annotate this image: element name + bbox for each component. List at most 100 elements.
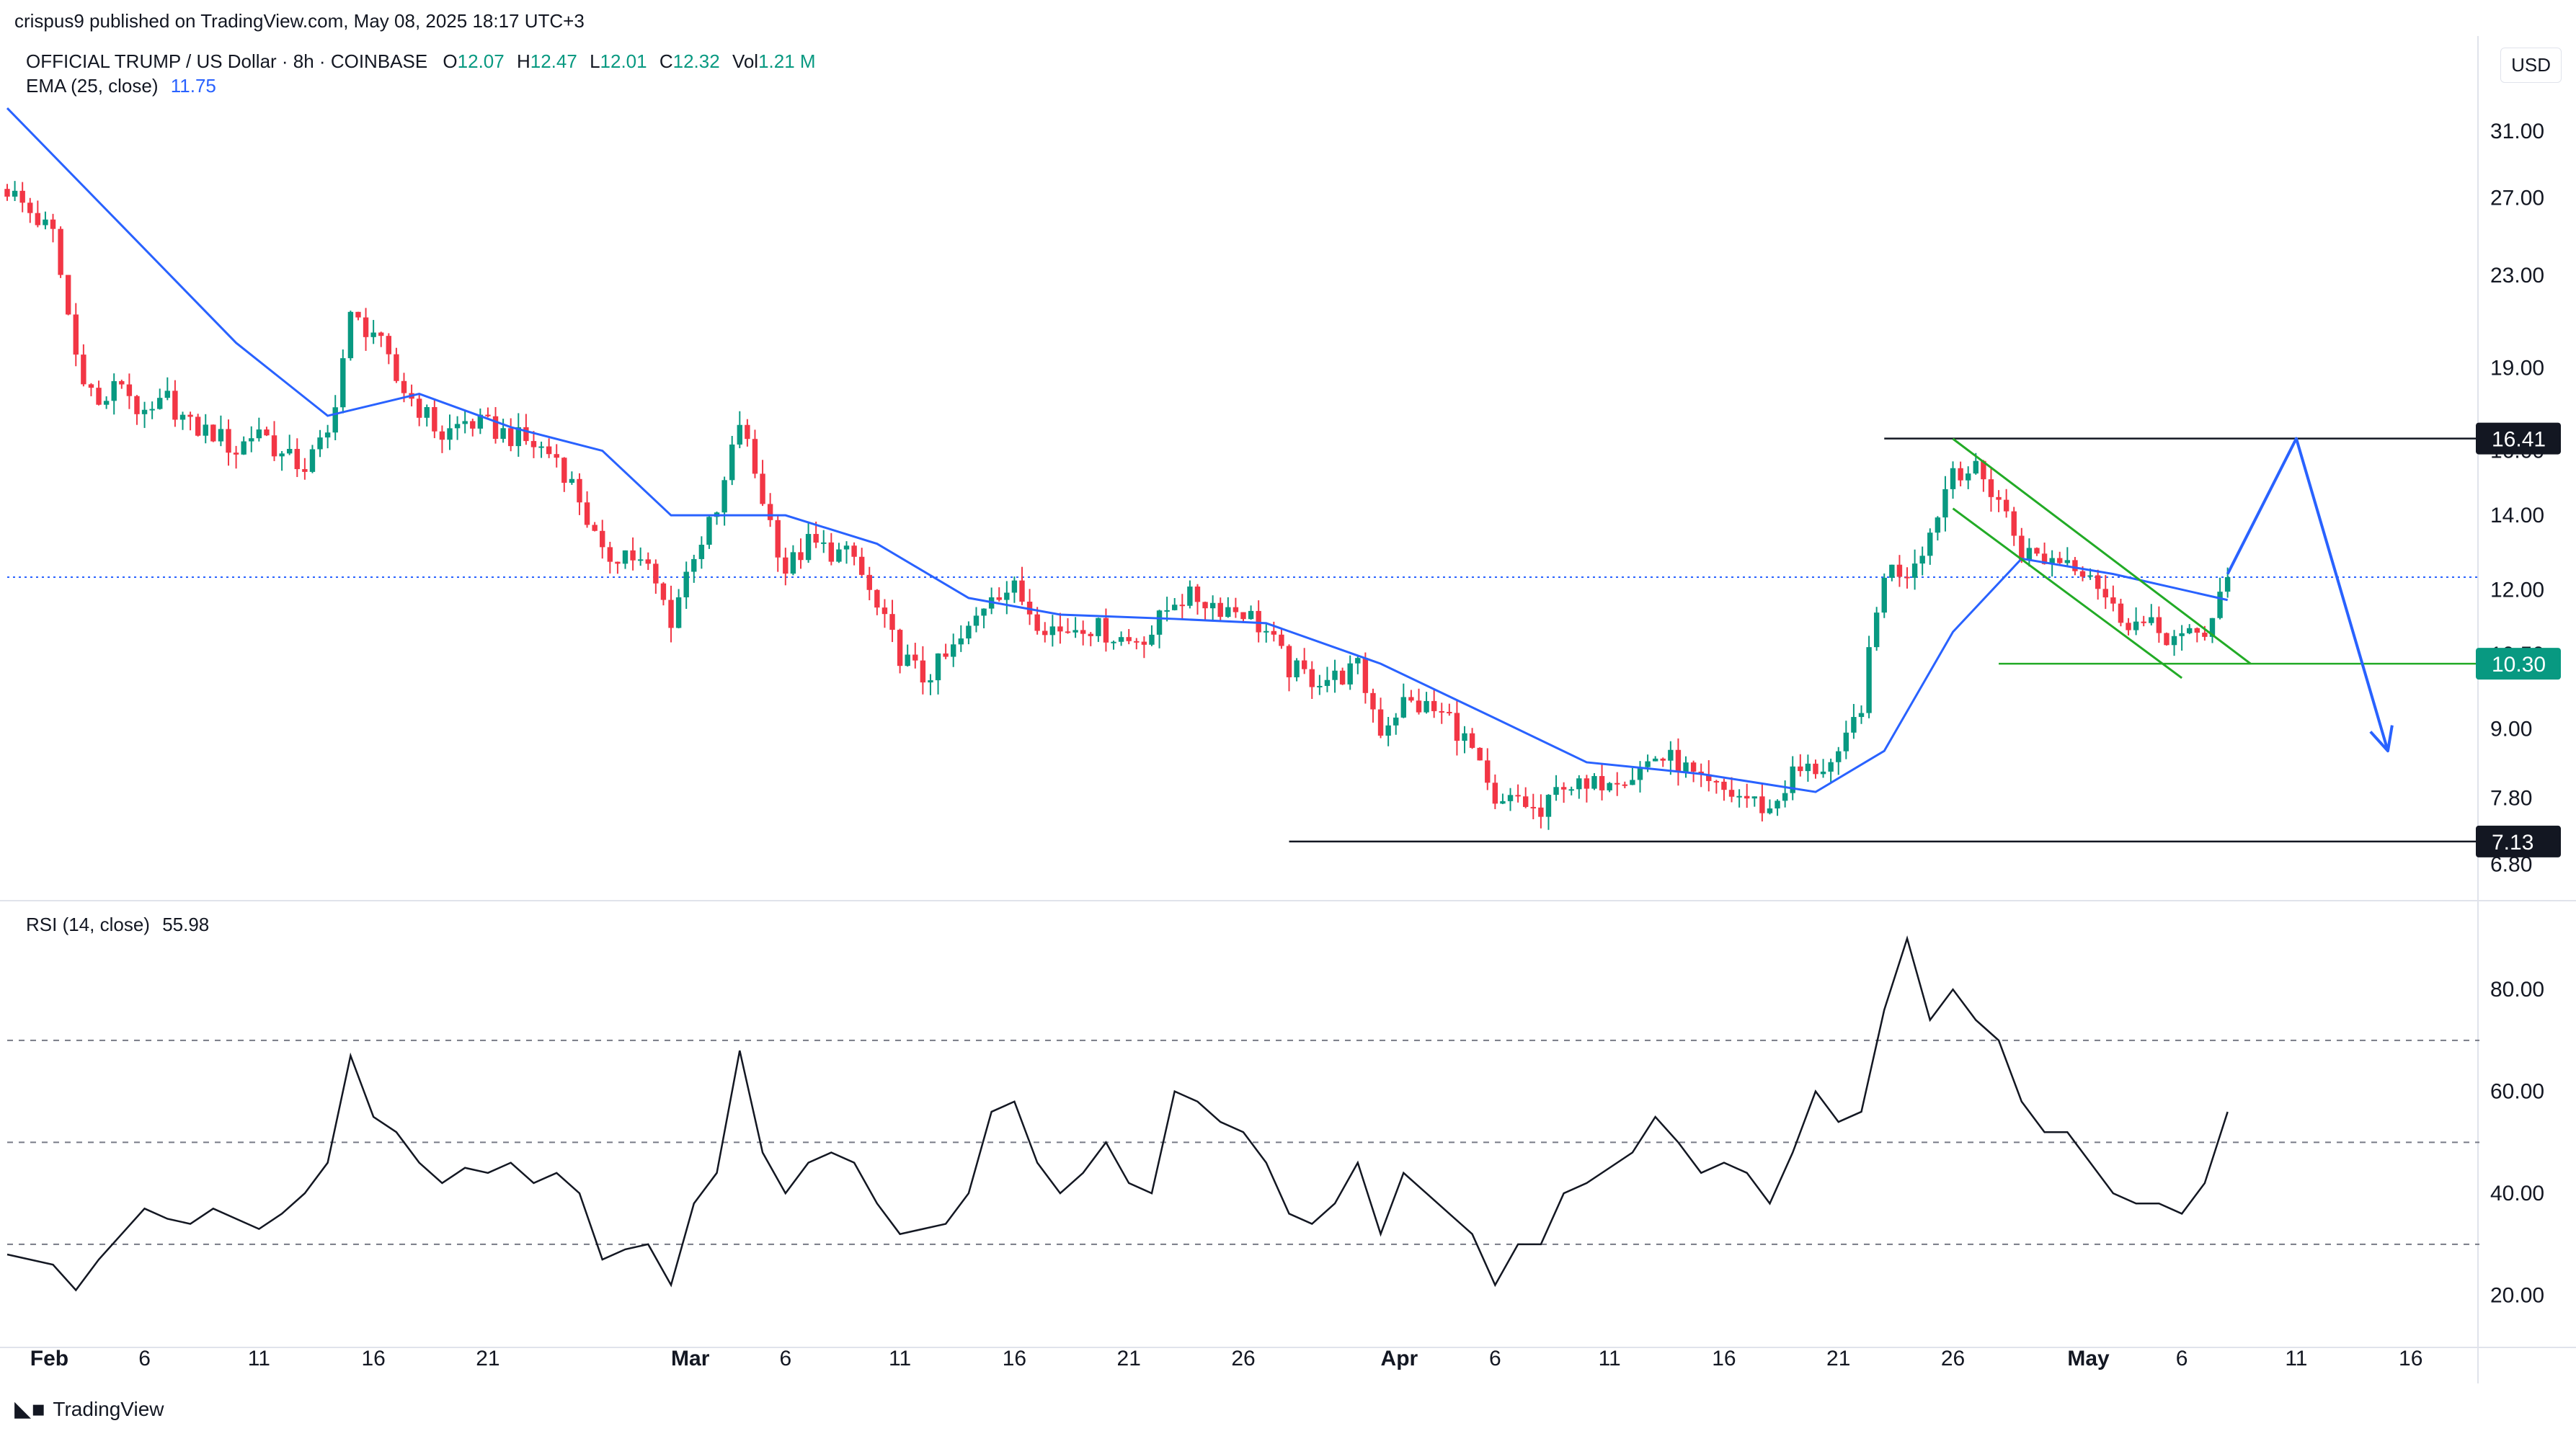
price-axis[interactable]: 31.0027.0023.0019.0016.0014.0012.0010.50…	[2476, 120, 2561, 877]
rsi-legend[interactable]: RSI (14, close) 55.98	[26, 914, 209, 936]
candle	[775, 514, 781, 572]
candle-body	[1431, 700, 1437, 711]
candle-body	[203, 424, 208, 436]
time-tick-label: 16	[1712, 1347, 1736, 1370]
candle-body	[1339, 670, 1346, 685]
candle-body	[1393, 717, 1399, 726]
candle-body	[386, 336, 392, 355]
candle	[622, 550, 629, 569]
close-label: C	[659, 50, 673, 72]
candle	[19, 182, 25, 213]
time-tick-label: 6	[2176, 1347, 2188, 1370]
candle-body	[1301, 660, 1307, 669]
candle	[2011, 507, 2017, 546]
candle	[1568, 786, 1574, 795]
candle	[1858, 705, 1865, 724]
candle	[1775, 799, 1780, 816]
candle-body	[981, 608, 987, 616]
candle	[973, 607, 980, 633]
candle	[1927, 528, 1933, 565]
candle	[1721, 778, 1727, 801]
candle-body	[1294, 660, 1300, 677]
candle	[1355, 656, 1361, 674]
time-tick-label: 16	[1003, 1347, 1026, 1370]
candle-body	[2079, 571, 2086, 577]
candle-body	[1126, 637, 1132, 641]
candle-body	[1706, 774, 1712, 781]
candle	[1759, 784, 1765, 822]
candle-body	[996, 597, 1002, 600]
candle	[1141, 636, 1147, 659]
candle	[187, 411, 193, 431]
candle	[1057, 612, 1063, 644]
candle	[1996, 490, 2002, 512]
candle-body	[416, 398, 422, 418]
candle	[767, 493, 773, 527]
rsi-tick-label: 80.00	[2490, 978, 2544, 1002]
currency-button[interactable]: USD	[2500, 48, 2562, 83]
candle	[1126, 628, 1132, 645]
candle	[149, 401, 155, 419]
candle	[1339, 667, 1346, 685]
candle-body	[546, 446, 552, 455]
candle-body	[1049, 626, 1056, 636]
candle	[1164, 597, 1170, 622]
candle-body	[561, 458, 567, 483]
tradingview-logo-icon: ◣▪	[14, 1396, 46, 1422]
rsi-axis[interactable]: 80.00 60.00 40.00 20.00	[2490, 978, 2544, 1307]
candle-body	[1355, 658, 1361, 664]
candle	[615, 561, 621, 574]
candle	[683, 561, 689, 609]
candle-body	[12, 190, 18, 197]
candle	[1942, 476, 1948, 532]
candle	[1019, 566, 1025, 605]
candle-body	[2011, 511, 2017, 536]
ema-value: 11.75	[170, 75, 216, 97]
candle	[1477, 747, 1483, 761]
candle	[477, 408, 484, 434]
candle-body	[1560, 787, 1567, 790]
publisher-caption: crispus9 published on TradingView.com, M…	[14, 10, 585, 32]
candle	[249, 426, 254, 453]
candle	[1744, 783, 1750, 808]
candle	[2209, 618, 2216, 643]
candle-body	[2202, 633, 2208, 637]
candle	[1187, 580, 1193, 609]
candle	[951, 633, 956, 667]
candle-body	[1805, 763, 1811, 772]
candle-body	[1622, 784, 1628, 786]
tradingview-brand[interactable]: ◣▪ TradingView	[14, 1396, 164, 1422]
candle-body	[1072, 630, 1078, 633]
candle	[1462, 726, 1467, 754]
candle-body	[1202, 602, 1208, 609]
candle	[1843, 721, 1849, 759]
candle-body	[1217, 602, 1223, 618]
candle	[1263, 624, 1269, 643]
candle	[1958, 461, 1963, 487]
price-tick-label: 31.00	[2490, 120, 2544, 143]
candle	[752, 429, 758, 478]
candle-body	[1408, 697, 1414, 701]
candle	[1072, 617, 1078, 638]
candle-body	[2164, 633, 2169, 646]
candle-body	[1881, 577, 1887, 613]
candle	[714, 511, 720, 525]
candle	[1294, 658, 1300, 682]
time-tick-label: 21	[1826, 1347, 1850, 1370]
rsi-tick-label: 60.00	[2490, 1080, 2544, 1104]
candle	[1790, 756, 1795, 801]
candle	[1172, 598, 1178, 611]
candle	[905, 644, 910, 667]
symbol-legend: OFFICIAL TRUMP / US Dollar · 8h · COINBA…	[26, 50, 816, 73]
candle-body	[363, 317, 369, 337]
candle-body	[691, 558, 697, 572]
open-value: 12.07	[457, 50, 505, 72]
time-axis[interactable]: Feb 6 11 16 21 Mar 6 11 16 21 26 Apr 6 11 16 21 26 May 6 11…	[30, 1347, 2423, 1370]
candle-body	[1492, 783, 1498, 804]
candle	[828, 532, 835, 566]
candle-body	[821, 542, 827, 544]
candle-body	[141, 409, 148, 414]
candle-body	[1011, 580, 1018, 593]
ema-legend[interactable]: EMA (25, close) 11.75	[26, 75, 216, 97]
